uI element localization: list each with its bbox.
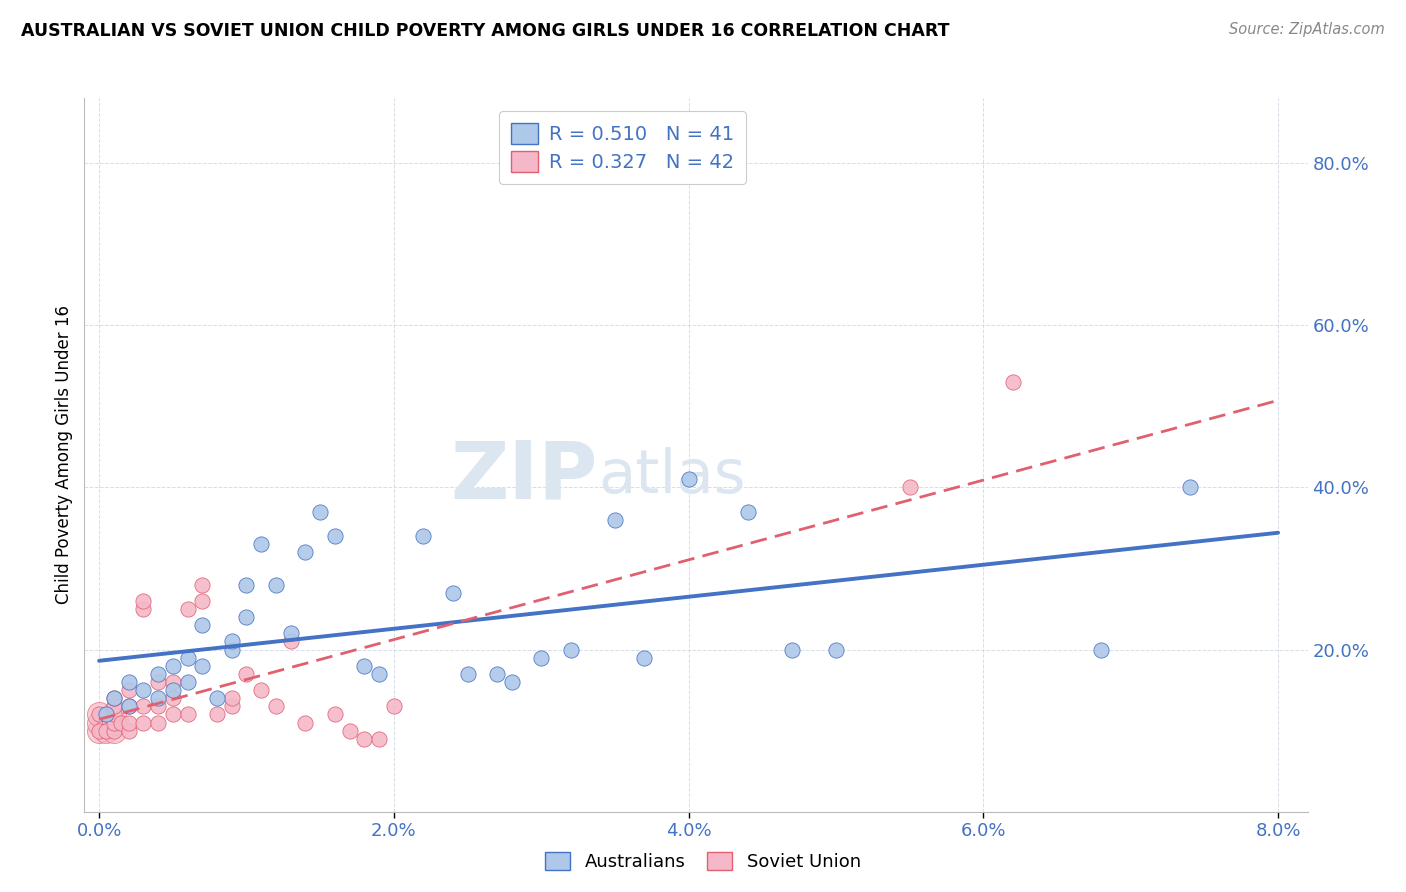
Point: [117, 699, 139, 714]
Point: [221, 634, 243, 648]
Point: [132, 715, 155, 730]
Point: [96, 707, 118, 722]
Point: [280, 634, 302, 648]
Point: [221, 699, 243, 714]
Point: [235, 610, 257, 624]
Point: [146, 666, 169, 681]
Point: [353, 658, 375, 673]
Point: [146, 699, 169, 714]
Point: [485, 666, 508, 681]
Point: [1001, 375, 1024, 389]
Point: [737, 505, 759, 519]
Point: [96, 723, 118, 738]
Point: [87, 723, 110, 738]
Point: [560, 642, 582, 657]
Point: [501, 675, 523, 690]
Point: [633, 650, 655, 665]
Point: [205, 707, 228, 722]
Text: ZIP: ZIP: [451, 437, 598, 516]
Point: [1178, 480, 1201, 494]
Point: [162, 691, 184, 706]
Point: [117, 699, 139, 714]
Point: [103, 715, 125, 730]
Text: AUSTRALIAN VS SOVIET UNION CHILD POVERTY AMONG GIRLS UNDER 16 CORRELATION CHART: AUSTRALIAN VS SOVIET UNION CHILD POVERTY…: [21, 22, 949, 40]
Point: [382, 699, 405, 714]
Point: [146, 675, 169, 690]
Point: [162, 675, 184, 690]
Point: [221, 642, 243, 657]
Point: [264, 699, 287, 714]
Point: [780, 642, 803, 657]
Point: [280, 626, 302, 640]
Point: [250, 683, 273, 698]
Point: [162, 707, 184, 722]
Point: [87, 715, 110, 730]
Point: [117, 683, 139, 698]
Point: [294, 715, 316, 730]
Point: [191, 594, 214, 608]
Point: [368, 666, 391, 681]
Text: Source: ZipAtlas.com: Source: ZipAtlas.com: [1229, 22, 1385, 37]
Point: [87, 707, 110, 722]
Point: [1090, 642, 1112, 657]
Point: [368, 731, 391, 746]
Point: [103, 723, 125, 738]
Point: [117, 715, 139, 730]
Legend: Australians, Soviet Union: Australians, Soviet Union: [537, 845, 869, 879]
Point: [176, 707, 198, 722]
Point: [103, 707, 125, 722]
Point: [132, 594, 155, 608]
Y-axis label: Child Poverty Among Girls Under 16: Child Poverty Among Girls Under 16: [55, 305, 73, 605]
Point: [110, 715, 132, 730]
Point: [339, 723, 361, 738]
Point: [825, 642, 848, 657]
Point: [264, 577, 287, 591]
Point: [103, 707, 125, 722]
Point: [250, 537, 273, 551]
Point: [176, 675, 198, 690]
Point: [176, 650, 198, 665]
Point: [678, 472, 700, 486]
Point: [117, 675, 139, 690]
Point: [87, 707, 110, 722]
Point: [235, 666, 257, 681]
Point: [323, 529, 346, 543]
Point: [132, 699, 155, 714]
Point: [221, 691, 243, 706]
Point: [457, 666, 479, 681]
Point: [132, 683, 155, 698]
Point: [191, 658, 214, 673]
Point: [323, 707, 346, 722]
Point: [898, 480, 921, 494]
Point: [205, 691, 228, 706]
Point: [146, 691, 169, 706]
Point: [530, 650, 553, 665]
Point: [353, 731, 375, 746]
Point: [294, 545, 316, 559]
Point: [96, 723, 118, 738]
Point: [103, 691, 125, 706]
Point: [162, 683, 184, 698]
Point: [603, 513, 626, 527]
Point: [103, 723, 125, 738]
Point: [441, 586, 464, 600]
Point: [309, 505, 332, 519]
Point: [103, 715, 125, 730]
Point: [103, 691, 125, 706]
Point: [146, 715, 169, 730]
Legend: R = 0.510   N = 41, R = 0.327   N = 42: R = 0.510 N = 41, R = 0.327 N = 42: [499, 112, 747, 184]
Point: [117, 723, 139, 738]
Point: [191, 577, 214, 591]
Point: [191, 618, 214, 632]
Point: [87, 723, 110, 738]
Text: atlas: atlas: [598, 447, 745, 506]
Point: [412, 529, 434, 543]
Point: [176, 602, 198, 616]
Point: [162, 658, 184, 673]
Point: [132, 602, 155, 616]
Point: [103, 699, 125, 714]
Point: [235, 577, 257, 591]
